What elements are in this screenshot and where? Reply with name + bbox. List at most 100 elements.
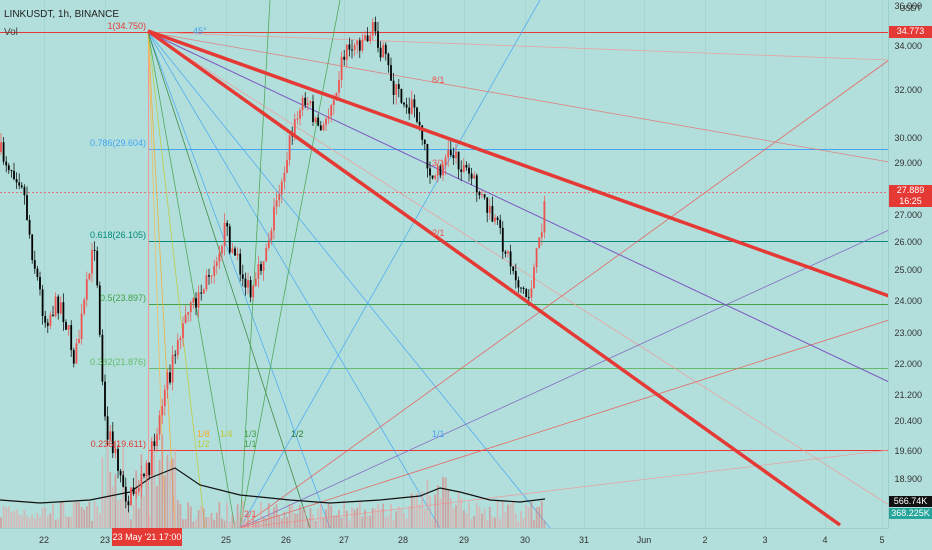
candle-body — [88, 273, 91, 280]
volume-bar — [496, 500, 499, 528]
volume-bar — [234, 521, 236, 528]
candle-body — [335, 92, 338, 100]
volume-bar — [226, 502, 229, 528]
candle-body — [78, 339, 80, 344]
volume-bar — [182, 519, 184, 528]
candle-body — [400, 88, 403, 103]
candle-body — [483, 194, 486, 198]
volume-bar — [301, 509, 304, 528]
candle-body — [265, 247, 268, 262]
candle-body — [286, 160, 288, 173]
candle-body — [67, 325, 70, 330]
volume-bar — [54, 520, 57, 528]
candle-body — [504, 251, 507, 254]
volume-bar — [525, 505, 528, 528]
volume-bar — [384, 517, 387, 528]
candle-body — [496, 217, 499, 220]
volume-bar — [28, 517, 31, 528]
volume-bar — [143, 496, 145, 528]
gann-label: 1/4 — [220, 429, 233, 439]
candle-body — [340, 56, 343, 81]
time-tick: 23 — [100, 535, 110, 545]
candle-body — [405, 104, 408, 108]
volume-bar — [46, 516, 49, 528]
candle-body — [104, 381, 106, 417]
candle-body — [512, 266, 515, 272]
candle-body — [254, 278, 257, 286]
candle-body — [457, 151, 460, 170]
candle-body — [499, 219, 502, 228]
volume-bar — [465, 513, 468, 528]
time-tick: 25 — [221, 535, 231, 545]
candle-body — [15, 179, 18, 183]
fib-label: 0.786(29.604) — [90, 138, 146, 148]
candle-body — [122, 475, 125, 487]
volume-bar — [111, 486, 114, 528]
time-tick: 28 — [398, 535, 408, 545]
volume-bar — [540, 501, 543, 528]
candle-body — [215, 261, 218, 267]
candle-body — [197, 292, 200, 308]
volume-indicator-label[interactable]: Vol — [4, 27, 18, 38]
volume-bar — [538, 506, 541, 528]
candle-body — [83, 299, 86, 314]
candle-body — [436, 165, 439, 176]
candle-body — [85, 279, 88, 300]
volume-bar — [423, 508, 426, 528]
volume-bar — [293, 513, 296, 528]
fib-label: 0.382(21.876) — [90, 357, 146, 367]
volume-bar — [93, 501, 96, 528]
candle-body — [179, 338, 182, 341]
candle-body — [218, 253, 221, 262]
candle-body — [475, 175, 478, 193]
candle-body — [434, 175, 437, 179]
candle-body — [522, 287, 525, 290]
volume-bar — [221, 518, 223, 528]
volume-bar — [299, 505, 301, 528]
volume-bar — [296, 513, 299, 528]
candle-body — [413, 99, 416, 108]
volume-bar — [26, 515, 28, 528]
volume-bar — [366, 515, 369, 528]
volume-bar — [392, 520, 395, 528]
volume-bar — [161, 434, 164, 528]
candle-body — [18, 182, 21, 186]
candle-body — [156, 434, 158, 446]
price-tag-current: 27.889 — [889, 185, 932, 196]
candle-body — [327, 116, 330, 119]
candle-body — [538, 237, 541, 249]
volume-bar — [335, 515, 338, 528]
volume-bar — [416, 492, 418, 528]
volume-bar — [452, 508, 455, 528]
price-tick: 19.600 — [894, 446, 922, 456]
volume-bar — [124, 499, 127, 528]
candle-body — [481, 194, 483, 196]
time-axis[interactable] — [0, 528, 889, 550]
volume-bar — [319, 503, 322, 528]
candle-body — [371, 22, 374, 36]
candle-body — [319, 125, 322, 131]
candle-body — [137, 487, 140, 492]
price-tick: 20.400 — [894, 416, 922, 426]
price-tick: 25.000 — [894, 265, 922, 275]
candle-body — [228, 226, 231, 253]
price-axis[interactable] — [889, 0, 932, 528]
candle-body — [93, 249, 96, 251]
time-axis-ticks: 22 23 25 26 27 28 29 30 31 Jun 2 3 4 5 — [39, 535, 885, 545]
trend-lines — [146, 29, 890, 527]
candle-body — [293, 119, 296, 137]
candle-body — [46, 322, 49, 326]
time-tick: 22 — [39, 535, 49, 545]
volume-bar — [187, 502, 190, 528]
candle-body — [49, 314, 52, 326]
volume-tag-1: 566.74K — [889, 496, 932, 507]
candle-body — [377, 31, 379, 48]
time-tick: 26 — [281, 535, 291, 545]
volume-bar — [117, 500, 119, 528]
candle-body — [0, 142, 2, 152]
volume-bar — [512, 500, 515, 528]
volume-bar — [356, 507, 359, 528]
volume-bar — [2, 505, 5, 528]
